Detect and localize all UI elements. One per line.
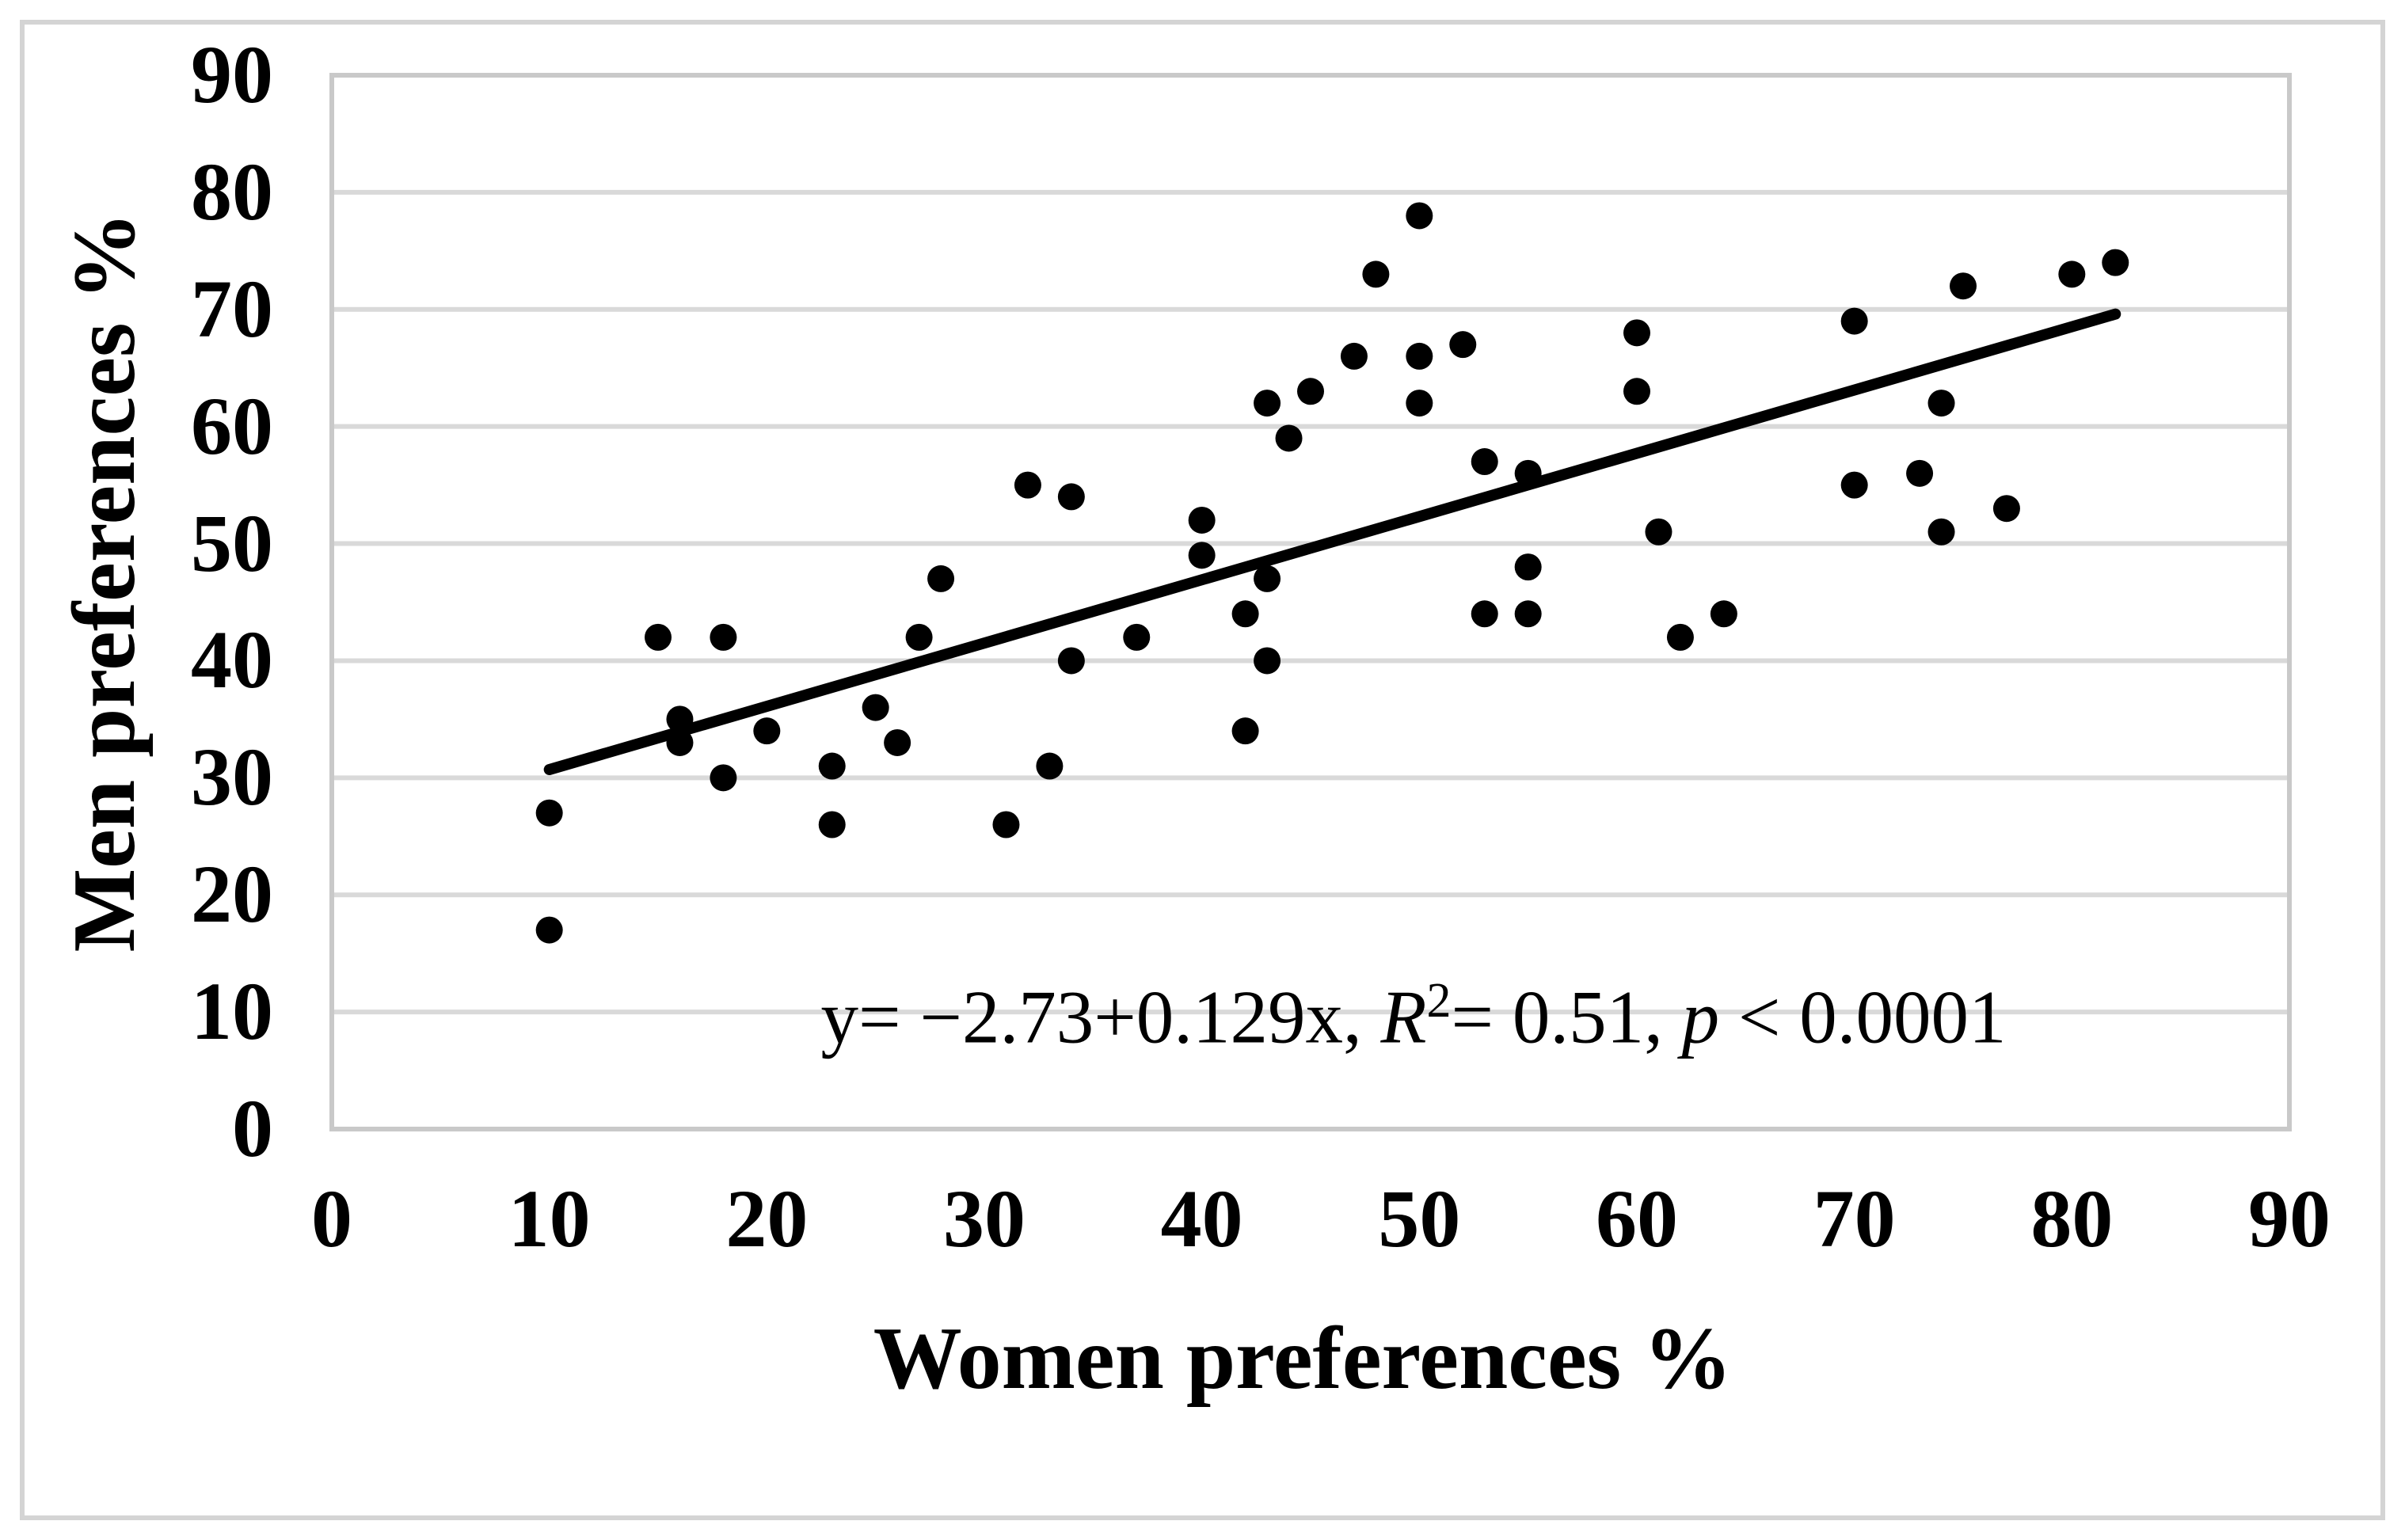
y-tick-label: 70 xyxy=(191,263,273,355)
data-point xyxy=(753,717,781,745)
data-point xyxy=(535,916,563,944)
data-point xyxy=(1297,378,1324,405)
data-point xyxy=(884,728,911,756)
x-axis-title: Women preferences % xyxy=(873,1310,1733,1408)
figure-border xyxy=(20,20,2385,1520)
data-point xyxy=(1906,459,1934,487)
x-tick-label: 40 xyxy=(1160,1173,1243,1264)
data-point xyxy=(535,799,563,827)
data-point xyxy=(1927,518,1955,546)
data-point xyxy=(666,728,694,756)
x-tick-label: 10 xyxy=(508,1173,591,1264)
y-tick-label: 20 xyxy=(191,849,273,941)
data-point xyxy=(992,811,1020,838)
x-tick-label: 20 xyxy=(725,1173,809,1264)
data-point xyxy=(1036,752,1064,780)
data-point xyxy=(645,623,672,651)
data-point xyxy=(1645,518,1672,546)
data-point xyxy=(1188,542,1216,569)
data-point xyxy=(1623,378,1650,405)
data-point xyxy=(1057,483,1085,511)
data-point xyxy=(1406,390,1433,417)
x-tick-label: 60 xyxy=(1596,1173,1678,1264)
data-point xyxy=(1254,565,1281,592)
data-point xyxy=(1840,307,1868,335)
x-tick-label: 0 xyxy=(311,1173,352,1264)
y-tick-label: 90 xyxy=(191,29,273,120)
data-point xyxy=(1014,471,1041,499)
data-point xyxy=(818,811,846,838)
y-tick-label: 80 xyxy=(191,146,273,238)
y-tick-label: 0 xyxy=(232,1083,273,1174)
data-point xyxy=(1340,342,1368,370)
data-point xyxy=(862,694,889,721)
data-point xyxy=(818,752,846,780)
data-point xyxy=(1514,600,1542,628)
data-point xyxy=(1449,331,1477,359)
data-point xyxy=(1623,319,1650,347)
data-point xyxy=(1188,506,1216,534)
data-point xyxy=(1406,202,1433,230)
data-point xyxy=(2102,249,2129,276)
data-point xyxy=(666,705,694,733)
equation-r-exponent: 2 xyxy=(1426,973,1452,1028)
data-point xyxy=(1362,260,1390,288)
data-point xyxy=(1471,600,1498,628)
data-point xyxy=(1123,623,1151,651)
equation-prefix: y= −2.73+0.129x, xyxy=(820,975,1381,1059)
data-point xyxy=(1927,390,1955,417)
data-point xyxy=(1254,647,1281,675)
data-point xyxy=(1057,647,1085,675)
data-point xyxy=(1254,390,1281,417)
data-point xyxy=(1950,272,1977,300)
data-point xyxy=(1275,424,1303,452)
equation-r-symbol: R xyxy=(1380,975,1427,1059)
data-point xyxy=(927,565,955,592)
x-tick-label: 90 xyxy=(2248,1173,2331,1264)
equation-p-value: < 0.0001 xyxy=(1719,975,2007,1059)
x-tick-label: 70 xyxy=(1813,1173,1896,1264)
data-point xyxy=(710,764,737,792)
y-tick-label: 40 xyxy=(191,614,273,706)
plot-border xyxy=(329,73,2292,1131)
x-tick-label: 50 xyxy=(1378,1173,1461,1264)
data-point xyxy=(1514,553,1542,581)
data-point xyxy=(1231,600,1259,628)
data-point xyxy=(710,623,737,651)
data-point xyxy=(1471,448,1498,476)
y-tick-label: 30 xyxy=(191,732,273,823)
data-point xyxy=(1231,717,1259,745)
y-tick-label: 60 xyxy=(191,380,273,472)
equation-p-symbol: p xyxy=(1681,975,1720,1059)
data-point xyxy=(1666,623,1694,651)
y-tick-label: 50 xyxy=(191,497,273,589)
data-point xyxy=(2058,260,2086,288)
data-point xyxy=(1840,471,1868,499)
x-tick-label: 30 xyxy=(943,1173,1026,1264)
data-point xyxy=(1514,459,1542,487)
regression-equation: y= −2.73+0.129x, R2= 0.51, p < 0.0001 xyxy=(821,976,2007,1055)
y-axis-title: Men preferences % xyxy=(55,211,154,953)
y-tick-label: 10 xyxy=(191,966,273,1058)
equation-r-value: = 0.51, xyxy=(1451,975,1682,1059)
data-point xyxy=(1992,495,2020,523)
x-tick-label: 80 xyxy=(2030,1173,2114,1264)
data-point xyxy=(905,623,933,651)
trendline xyxy=(543,308,2121,775)
data-point xyxy=(1406,342,1433,370)
data-point xyxy=(1710,600,1737,628)
